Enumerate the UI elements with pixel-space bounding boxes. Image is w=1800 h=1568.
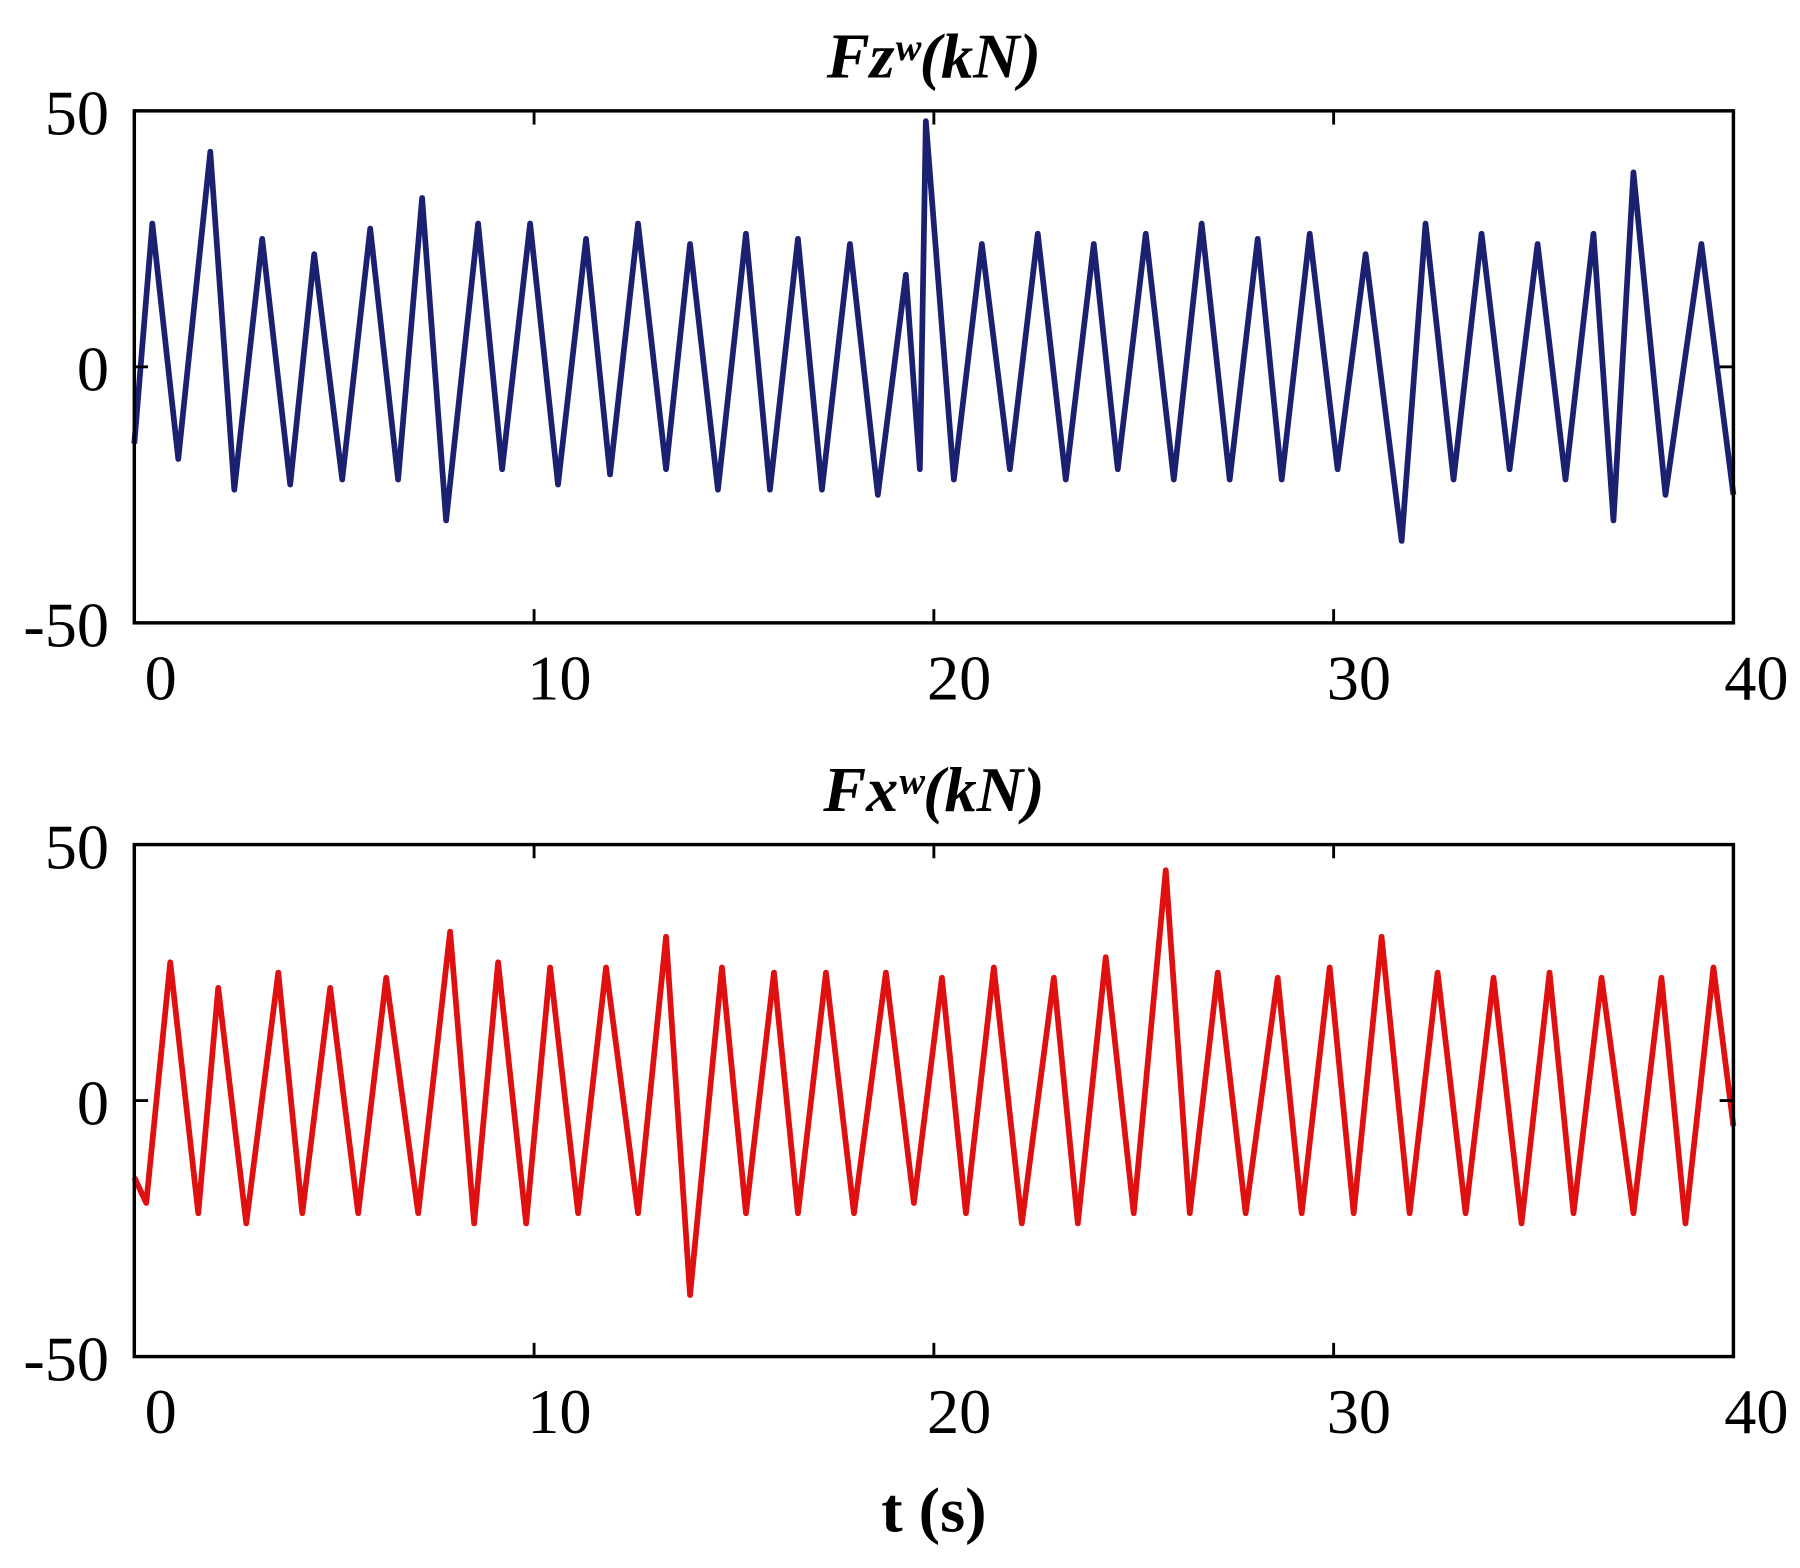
data-line bbox=[131, 867, 1737, 1298]
data-line bbox=[131, 118, 1737, 544]
x-axis-label: t (s) bbox=[881, 1474, 986, 1545]
chart-title: Fzʷ(kN) bbox=[826, 21, 1041, 92]
x-tick-label: 0 bbox=[145, 642, 177, 713]
chart-title: Fxʷ(kN) bbox=[822, 754, 1044, 825]
y-tick-label: 0 bbox=[77, 1068, 109, 1139]
y-tick-label: 50 bbox=[45, 78, 109, 149]
x-tick-label: 20 bbox=[927, 642, 991, 713]
x-tick-label: 10 bbox=[527, 1376, 591, 1447]
y-tick-label: -50 bbox=[23, 1324, 109, 1395]
y-tick-label: 50 bbox=[45, 812, 109, 883]
x-tick-label: 30 bbox=[1327, 1376, 1391, 1447]
y-tick-label: -50 bbox=[23, 590, 109, 661]
x-tick-label: 0 bbox=[145, 1376, 177, 1447]
x-tick-label: 20 bbox=[927, 1376, 991, 1447]
x-tick-label: 30 bbox=[1327, 642, 1391, 713]
y-tick-label: 0 bbox=[77, 334, 109, 405]
x-tick-label: 40 bbox=[1724, 642, 1788, 713]
x-tick-label: 10 bbox=[527, 642, 591, 713]
x-tick-label: 40 bbox=[1724, 1376, 1788, 1447]
